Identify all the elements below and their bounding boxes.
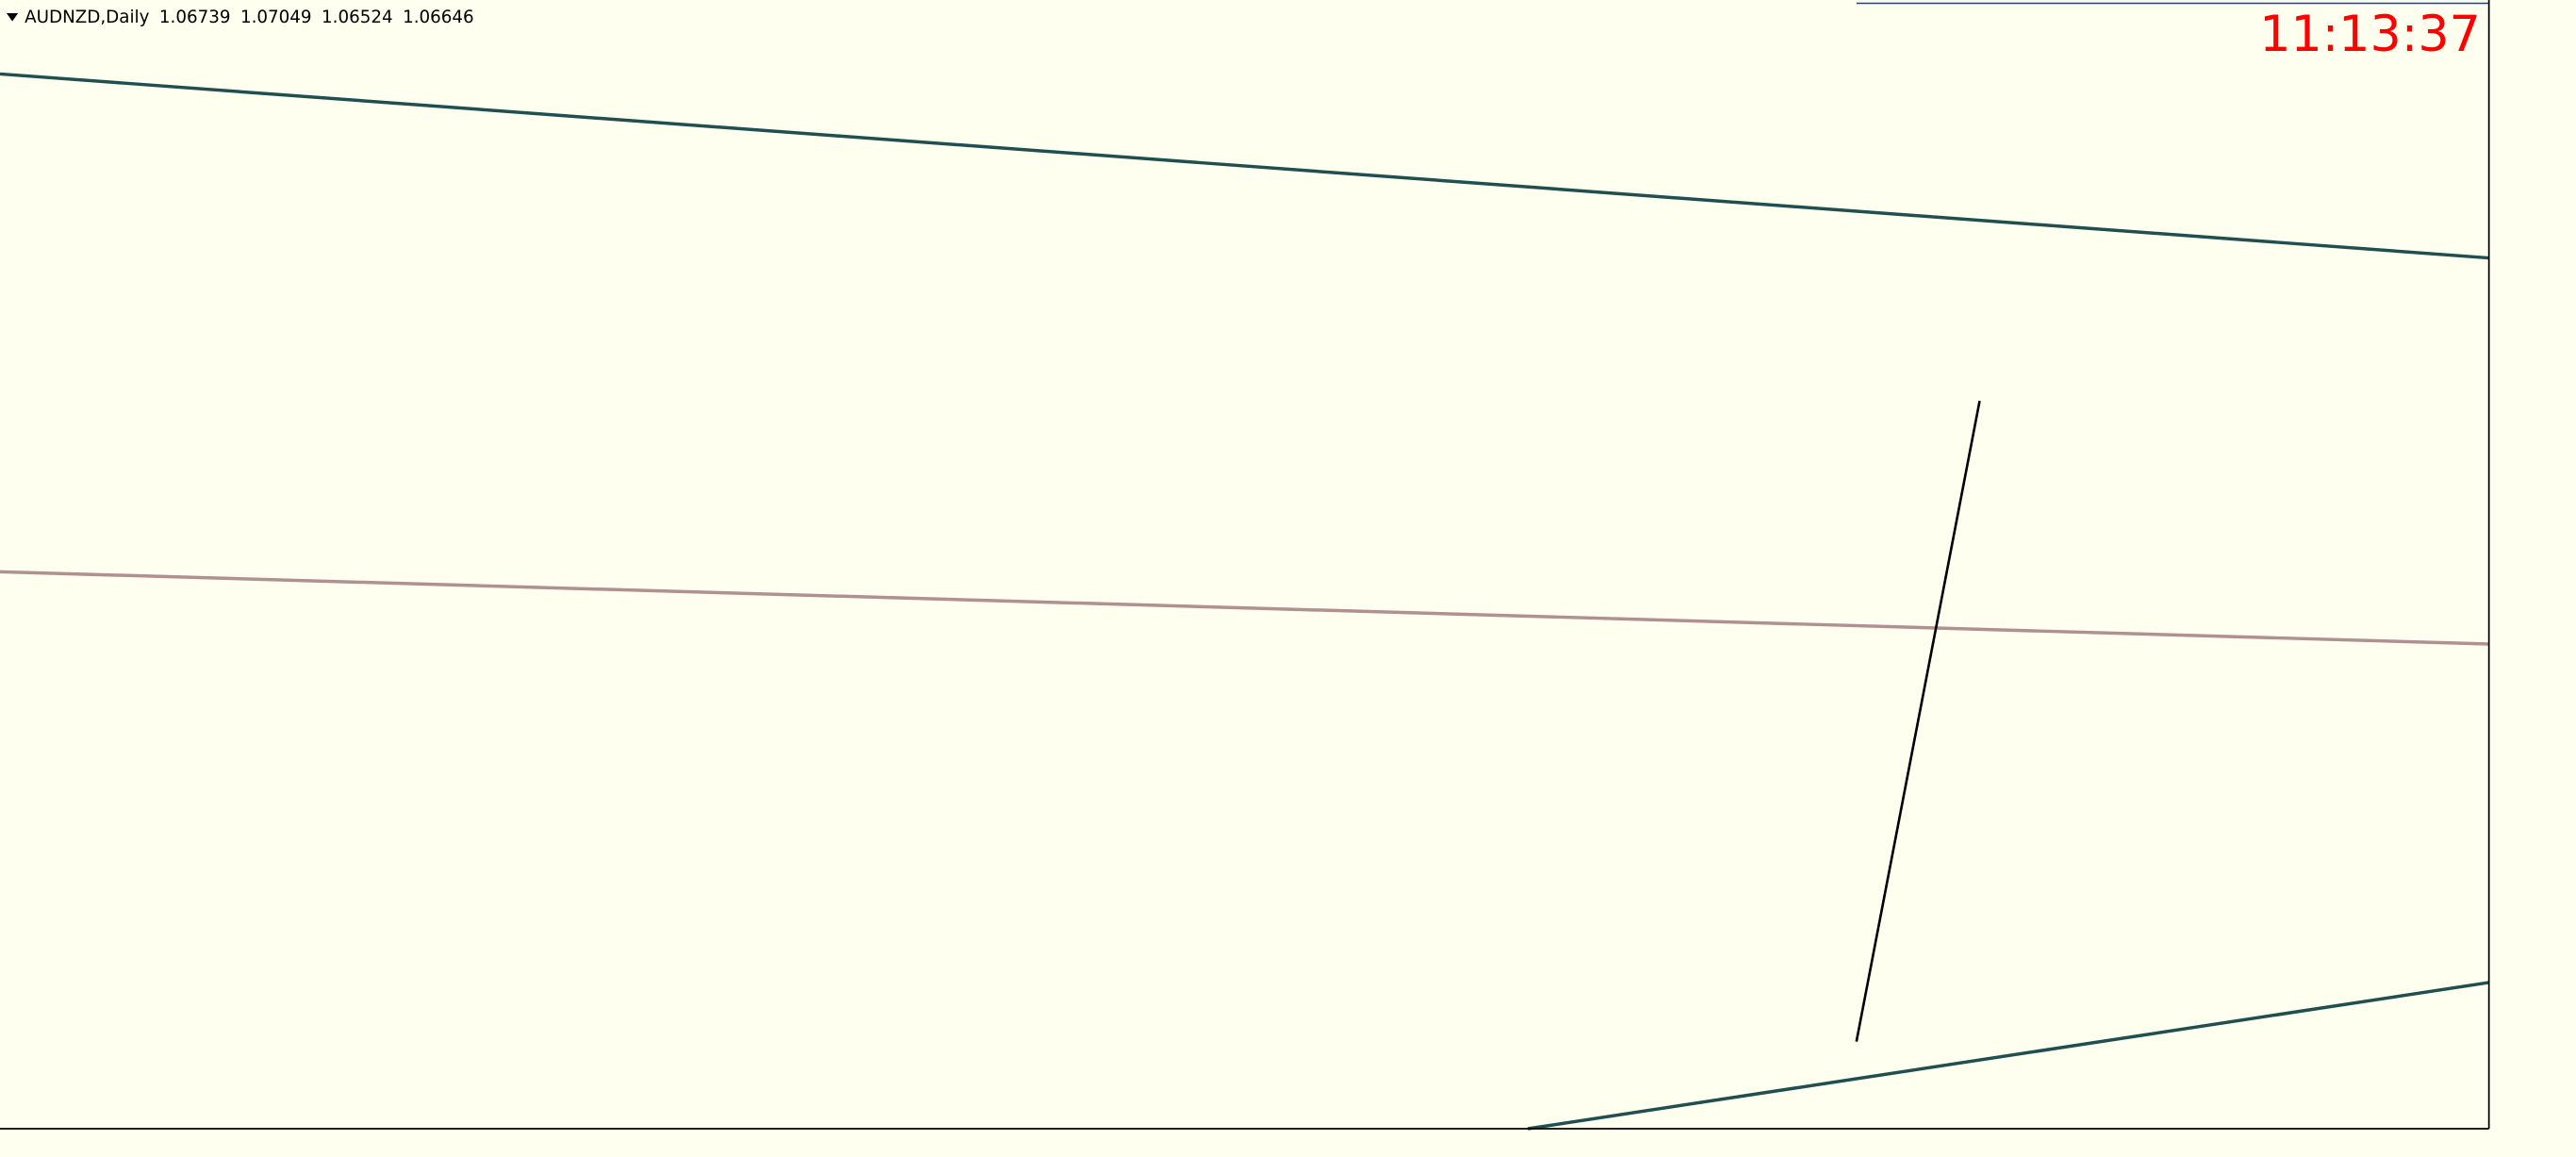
high: 1.07049	[240, 8, 312, 27]
open: 1.06739	[159, 8, 231, 27]
low: 1.06524	[322, 8, 393, 27]
trend-line	[0, 570, 2489, 646]
clock: 11:13:37	[2259, 6, 2481, 63]
menu-arrow[interactable]	[6, 12, 19, 22]
close: 1.06646	[403, 8, 474, 27]
symbol: AUDNZD,Daily	[25, 8, 149, 27]
trend-line	[0, 72, 2489, 260]
trend-line	[1527, 981, 2489, 1131]
fib-trend-line	[1855, 400, 1981, 1042]
header: AUDNZD,Daily 1.06739 1.07049 1.06524 1.06646	[25, 8, 474, 27]
